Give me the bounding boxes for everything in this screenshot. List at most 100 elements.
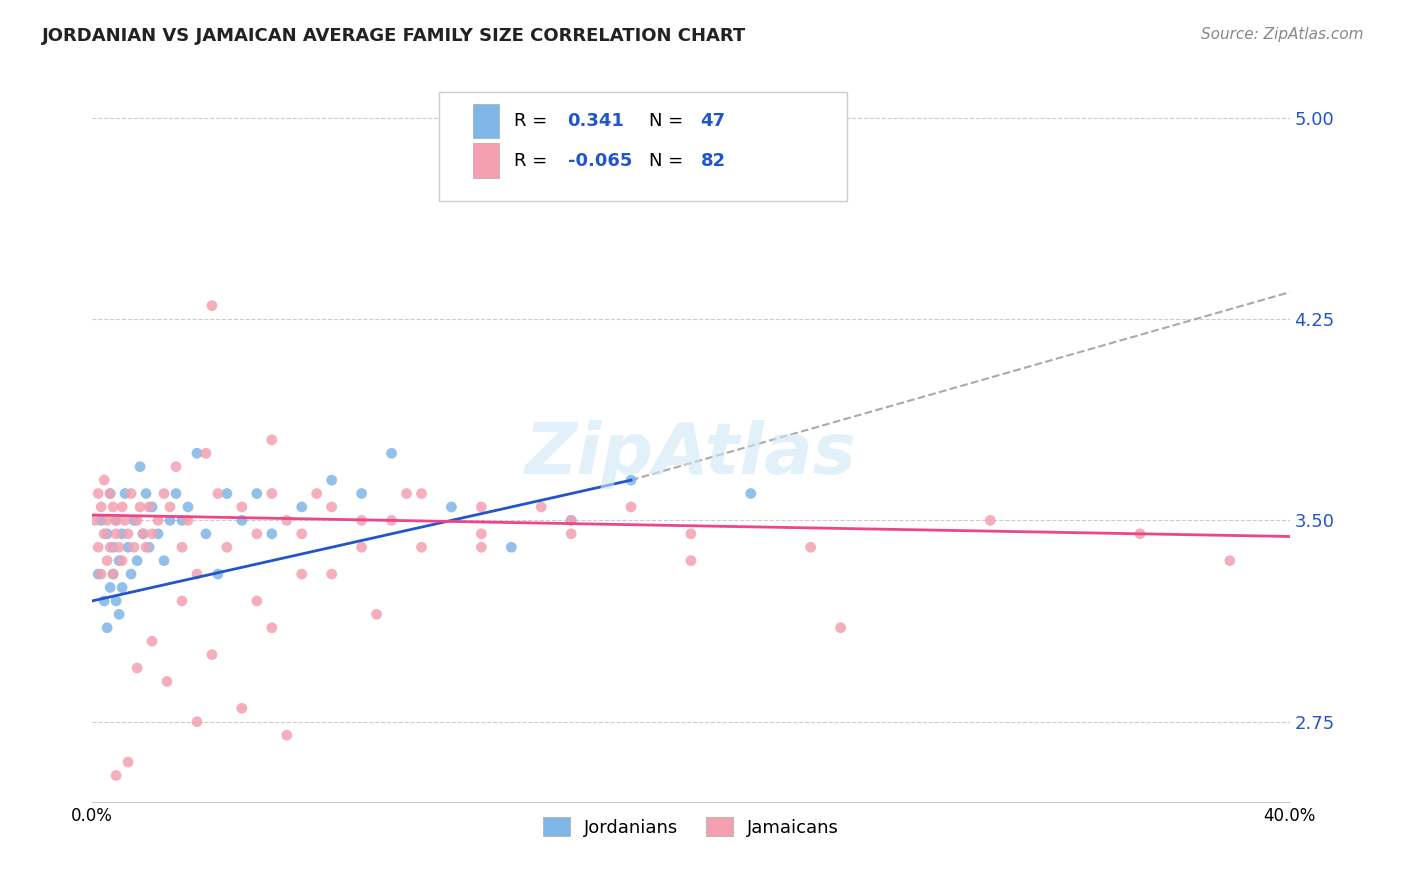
Point <box>350 513 373 527</box>
Point <box>117 755 139 769</box>
Point <box>560 513 582 527</box>
Point <box>194 446 217 460</box>
Point <box>979 513 1001 527</box>
Point <box>246 486 269 500</box>
FancyBboxPatch shape <box>440 92 846 201</box>
Text: 82: 82 <box>700 152 725 169</box>
Point <box>108 540 131 554</box>
Point <box>276 513 298 527</box>
Point <box>105 526 128 541</box>
Point <box>93 594 115 608</box>
Point <box>111 554 134 568</box>
Point <box>260 621 283 635</box>
Point <box>740 486 762 500</box>
Point <box>620 500 643 514</box>
Point <box>321 500 343 514</box>
Point <box>305 486 328 500</box>
Point <box>159 500 181 514</box>
Point <box>105 513 128 527</box>
Point <box>260 526 283 541</box>
Point <box>125 554 148 568</box>
Point <box>165 459 187 474</box>
Point <box>679 526 702 541</box>
Point <box>122 540 145 554</box>
Point <box>170 513 193 527</box>
Point <box>135 540 157 554</box>
Point <box>101 540 124 554</box>
Point <box>138 500 160 514</box>
Point <box>125 513 148 527</box>
Point <box>291 500 314 514</box>
Point <box>105 513 128 527</box>
Point <box>177 500 200 514</box>
Point <box>215 486 238 500</box>
Point <box>246 526 269 541</box>
Point <box>207 567 229 582</box>
Point <box>470 540 492 554</box>
Point <box>132 526 155 541</box>
Point <box>411 540 433 554</box>
Point <box>101 567 124 582</box>
Point <box>87 486 110 500</box>
Point <box>560 526 582 541</box>
Point <box>231 500 253 514</box>
Point <box>108 554 131 568</box>
Point <box>114 486 136 500</box>
Point <box>117 526 139 541</box>
Text: N =: N = <box>650 152 689 169</box>
Point <box>153 486 176 500</box>
Point <box>194 526 217 541</box>
Point <box>380 513 402 527</box>
Point <box>1219 554 1241 568</box>
Text: 0.341: 0.341 <box>568 112 624 130</box>
Point <box>129 459 152 474</box>
Point <box>276 728 298 742</box>
Point <box>470 526 492 541</box>
Point <box>350 540 373 554</box>
Point <box>260 433 283 447</box>
Point <box>146 526 169 541</box>
Point <box>830 621 852 635</box>
Point <box>90 513 112 527</box>
Point <box>120 567 142 582</box>
Point <box>530 500 553 514</box>
Point <box>98 486 121 500</box>
Point <box>101 500 124 514</box>
Point <box>800 540 823 554</box>
Point <box>146 513 169 527</box>
Point <box>135 486 157 500</box>
Point <box>201 299 224 313</box>
Point <box>120 486 142 500</box>
Point <box>90 500 112 514</box>
Point <box>177 513 200 527</box>
Point <box>87 567 110 582</box>
Point <box>96 526 118 541</box>
Point <box>186 714 208 729</box>
Point <box>170 594 193 608</box>
Point <box>380 446 402 460</box>
Point <box>321 473 343 487</box>
Point <box>207 486 229 500</box>
Point <box>153 554 176 568</box>
Legend: Jordanians, Jamaicans: Jordanians, Jamaicans <box>536 810 846 844</box>
Point <box>93 473 115 487</box>
Point <box>98 581 121 595</box>
Point <box>93 526 115 541</box>
Point <box>231 701 253 715</box>
Point <box>411 486 433 500</box>
Point <box>1129 526 1152 541</box>
Point <box>186 446 208 460</box>
Text: R =: R = <box>513 112 553 130</box>
Point <box>215 540 238 554</box>
Text: Source: ZipAtlas.com: Source: ZipAtlas.com <box>1201 27 1364 42</box>
Point <box>350 486 373 500</box>
Point <box>96 621 118 635</box>
Point <box>125 661 148 675</box>
Point <box>122 513 145 527</box>
Point <box>141 634 163 648</box>
FancyBboxPatch shape <box>472 144 499 178</box>
Point <box>291 567 314 582</box>
Point <box>141 500 163 514</box>
Point <box>470 500 492 514</box>
Text: JORDANIAN VS JAMAICAN AVERAGE FAMILY SIZE CORRELATION CHART: JORDANIAN VS JAMAICAN AVERAGE FAMILY SIZ… <box>42 27 747 45</box>
